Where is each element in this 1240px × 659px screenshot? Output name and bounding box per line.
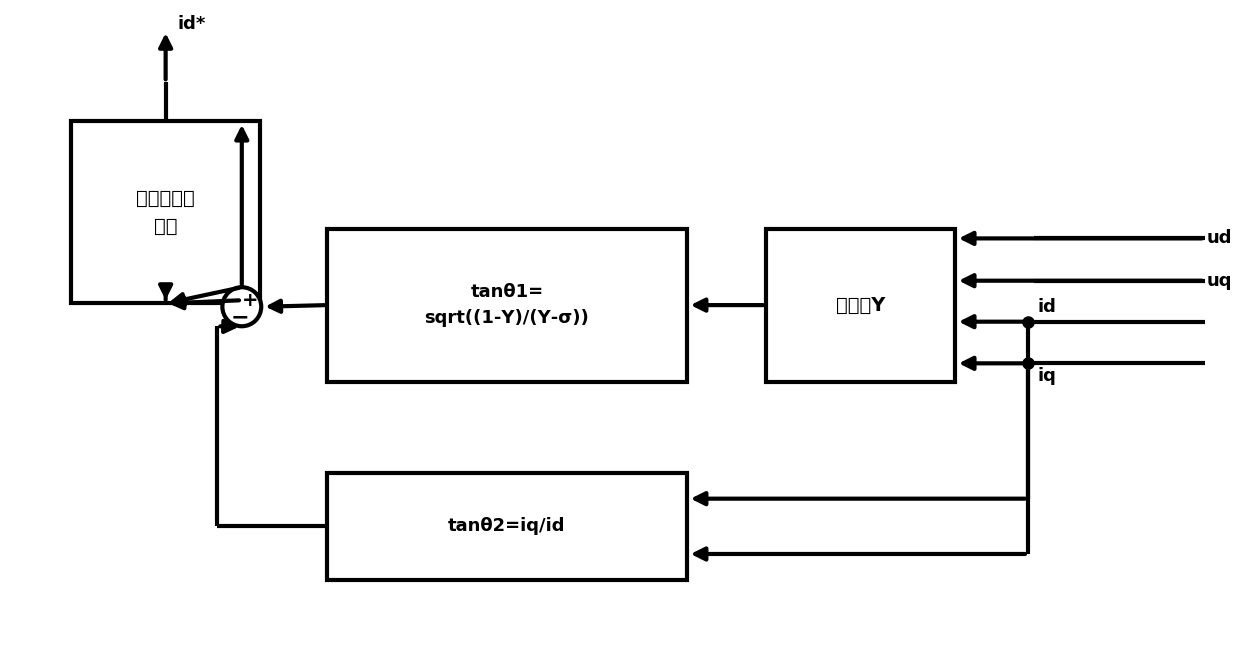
Text: tanθ1=
sqrt((1-Υ)/(Υ-σ)): tanθ1= sqrt((1-Υ)/(Υ-σ)) <box>424 283 589 328</box>
Text: +: + <box>242 291 259 310</box>
Text: iq: iq <box>1038 366 1056 385</box>
Text: uq: uq <box>1207 272 1233 290</box>
Text: id: id <box>1038 299 1056 316</box>
FancyBboxPatch shape <box>71 121 260 304</box>
Text: 转子负载角
补偿: 转子负载角 补偿 <box>136 189 195 236</box>
FancyBboxPatch shape <box>327 473 687 580</box>
Text: ud: ud <box>1207 229 1233 247</box>
FancyBboxPatch shape <box>327 229 687 382</box>
Text: −: − <box>231 308 249 328</box>
Text: 计算式Υ: 计算式Υ <box>836 296 885 314</box>
Text: tanθ2=iq/id: tanθ2=iq/id <box>448 517 565 535</box>
Text: id*: id* <box>177 15 206 34</box>
Ellipse shape <box>222 287 262 326</box>
FancyBboxPatch shape <box>766 229 955 382</box>
